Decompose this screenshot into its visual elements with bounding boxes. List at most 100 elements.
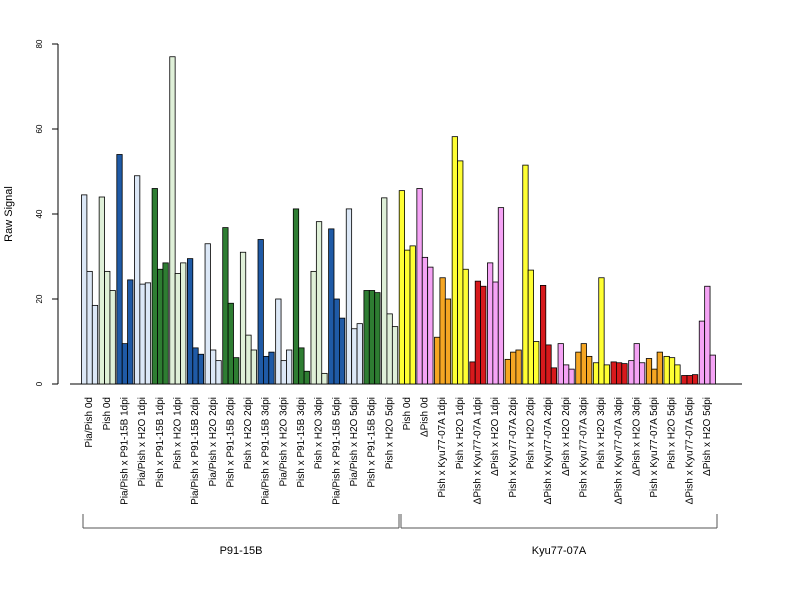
- bar: [280, 360, 287, 385]
- bar: [692, 374, 699, 385]
- bar: [368, 290, 376, 385]
- bar: [298, 347, 305, 385]
- bar: [610, 361, 617, 385]
- bar: [709, 354, 716, 385]
- y-tick-label: 20: [35, 294, 44, 303]
- x-category-label: ΔPish x Kyu77-07A 3dpi: [614, 397, 625, 504]
- x-category-label: Pish 0d: [402, 397, 413, 430]
- bar: [321, 372, 328, 385]
- bar: [497, 207, 505, 385]
- bar: [292, 208, 300, 385]
- y-tick-label: 40: [35, 209, 44, 218]
- bar: [451, 136, 458, 385]
- bar: [169, 56, 176, 385]
- bar: [91, 304, 99, 385]
- bar: [104, 270, 111, 385]
- bar: [262, 355, 270, 385]
- bar: [674, 364, 681, 385]
- bar: [704, 285, 711, 385]
- bar: [474, 280, 482, 385]
- bar: [668, 357, 676, 385]
- bar: [645, 358, 653, 385]
- x-category-label: Pish x Kyu77-07A 5dpi: [649, 397, 660, 498]
- x-category-label: Pia/Pish x H2O 1dpi: [137, 397, 148, 487]
- bar: [421, 256, 429, 385]
- bar: [457, 160, 464, 385]
- bar: [592, 362, 600, 385]
- bar: [586, 355, 593, 385]
- bar: [174, 273, 181, 385]
- x-category-label: Pish x Kyu77-07A 2dpi: [508, 397, 519, 498]
- bar: [533, 341, 540, 385]
- bar: [628, 360, 635, 385]
- bar: [633, 343, 640, 385]
- bar: [391, 326, 399, 385]
- bar: [515, 349, 522, 385]
- x-category-label: Pish x P91-15B 2dpi: [225, 397, 236, 488]
- x-category-label: Pish x P91-15B 5dpi: [367, 397, 378, 488]
- x-category-label: Pia/Pish x H2O 2dpi: [208, 397, 219, 487]
- bar: [563, 364, 570, 385]
- bar: [210, 349, 217, 385]
- x-category-label: Pish x Kyu77-07A 3dpi: [578, 397, 589, 498]
- x-category-label: ΔPish x Kyu77-07A 2dpi: [543, 397, 554, 504]
- bar: [162, 262, 169, 385]
- bar: [139, 283, 146, 385]
- bar: [98, 196, 105, 385]
- bar: [239, 251, 247, 385]
- bar: [268, 351, 275, 385]
- bar: [345, 208, 353, 385]
- group-brackets: P91-15B Kyu77-07A: [82, 514, 718, 557]
- bar: [245, 334, 252, 385]
- bar: [180, 262, 187, 385]
- bar: [575, 351, 582, 385]
- bars: [70, 56, 742, 385]
- bar: [404, 249, 411, 385]
- bar: [134, 175, 141, 385]
- x-category-label: Pish x H2O 1dpi: [172, 397, 183, 469]
- bar: [286, 349, 293, 385]
- bar: [250, 349, 257, 385]
- bar: [315, 221, 323, 385]
- bar: [616, 362, 623, 385]
- bar: [227, 302, 234, 385]
- x-category-label: ΔPish x H2O 2dpi: [561, 397, 572, 476]
- x-category-label: Pia/Pish x P91-15B 5dpi: [331, 397, 342, 505]
- bar: [681, 375, 688, 385]
- bar: [275, 298, 282, 385]
- bar: [444, 298, 452, 385]
- x-category-label: Pish x H2O 2dpi: [243, 397, 254, 469]
- bar: [157, 268, 164, 385]
- bar: [487, 262, 494, 385]
- x-category-label: Pia/Pish 0d: [84, 397, 95, 448]
- bar: [233, 357, 240, 385]
- x-category-label: Pish x H2O 5dpi: [667, 397, 678, 469]
- x-category-label: Pish x Kyu77-07A 1dpi: [437, 397, 448, 498]
- x-category-label: Pia/Pish x H2O 5dpi: [349, 397, 360, 487]
- x-category-label: ΔPish x H2O 5dpi: [702, 397, 713, 476]
- bar: [310, 270, 317, 385]
- x-axis-labels: Pia/Pish 0d Pish 0d Pia/Pish x P91-15B 1dp…: [84, 397, 713, 505]
- bar: [686, 375, 693, 385]
- bar: [215, 360, 222, 385]
- bar: [427, 266, 434, 385]
- x-category-label: Pish x H2O 5dpi: [384, 397, 395, 469]
- bar: [522, 164, 529, 385]
- x-category-label: Pish x H2O 3dpi: [314, 397, 325, 469]
- bar: [328, 228, 335, 385]
- bar: [416, 188, 423, 385]
- bar: [356, 323, 363, 385]
- bar: [510, 351, 517, 385]
- x-category-label: Pish 0d: [102, 397, 113, 430]
- bar: [127, 279, 134, 385]
- bar: [557, 343, 564, 385]
- x-category-label: Pia/Pish x P91-15B 2dpi: [190, 397, 201, 505]
- bar: [116, 154, 123, 385]
- x-category-label: Pia/Pish x H2O 3dpi: [278, 397, 289, 487]
- bar: [333, 298, 340, 385]
- bar: [462, 268, 469, 385]
- bar: [186, 258, 194, 385]
- bar: [121, 343, 128, 385]
